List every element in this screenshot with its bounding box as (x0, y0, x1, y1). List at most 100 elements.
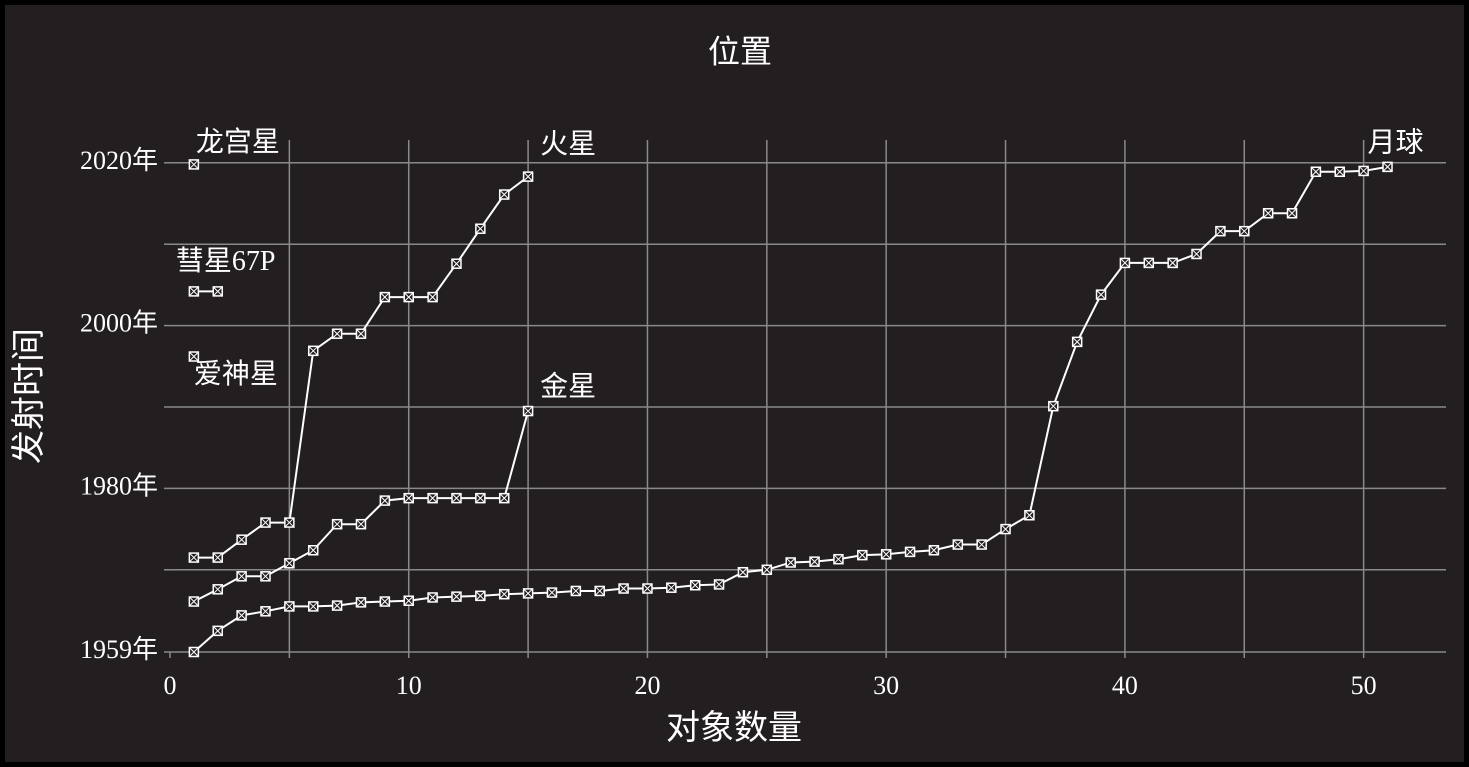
point (833, 553, 844, 565)
point (427, 592, 438, 603)
point-cross (284, 601, 295, 612)
point-cross (212, 552, 223, 563)
point-cross (499, 589, 510, 600)
point (689, 580, 701, 591)
x-tick-label: 10 (396, 671, 422, 700)
point (1048, 400, 1059, 412)
point (498, 588, 510, 600)
point-cross (189, 596, 199, 607)
point (713, 579, 725, 590)
point (498, 492, 510, 504)
point (904, 546, 916, 558)
series-label: 火星 (540, 129, 596, 160)
point (260, 571, 271, 582)
point-cross (833, 554, 844, 565)
point-cross (714, 579, 724, 590)
point-cross (809, 556, 820, 567)
point-cross (189, 159, 199, 170)
chart-title: 位置 (708, 33, 772, 69)
point-cross (427, 592, 438, 603)
series (188, 171, 534, 563)
point (451, 492, 462, 504)
point-cross (332, 519, 342, 530)
point-cross (1120, 258, 1130, 268)
point-cross (475, 590, 486, 601)
point (1095, 289, 1107, 300)
point (1000, 523, 1011, 535)
point (1191, 248, 1202, 260)
point (475, 590, 486, 602)
point (427, 492, 438, 504)
series-label: 爱神星 (194, 358, 278, 390)
series (188, 405, 534, 607)
point-cross (929, 545, 939, 556)
point (952, 539, 964, 550)
series (188, 286, 223, 297)
point (403, 492, 414, 504)
point (857, 549, 868, 561)
y-tick-label: 1959年 (80, 635, 158, 664)
series-label: 金星 (540, 370, 596, 402)
series (188, 351, 200, 362)
point (355, 597, 367, 608)
point (522, 405, 534, 417)
point (331, 328, 343, 339)
point (522, 171, 534, 182)
point-cross (1311, 166, 1321, 177)
point (331, 600, 343, 611)
point-cross (308, 601, 319, 612)
point-cross (189, 647, 199, 657)
point (260, 606, 271, 617)
point-cross (189, 286, 199, 297)
point-cross (1072, 337, 1083, 347)
point-cross (1000, 524, 1011, 534)
point-cross (189, 552, 199, 563)
y-tick-label: 2020年 (80, 146, 158, 175)
chart-background (5, 5, 1464, 762)
point (761, 564, 773, 576)
point-cross (356, 597, 366, 608)
point (212, 625, 223, 637)
point (212, 584, 223, 595)
point (737, 566, 749, 578)
point-cross (1143, 258, 1154, 268)
point-cross (1239, 226, 1250, 237)
point (522, 588, 534, 599)
point-cross (332, 600, 342, 611)
point (260, 517, 271, 528)
point (880, 549, 892, 560)
point-cross (308, 545, 319, 556)
point (284, 601, 295, 612)
point-cross (260, 571, 271, 582)
point-cross (857, 550, 868, 560)
point (379, 291, 391, 303)
series-label: 月球 (1368, 126, 1424, 158)
x-tick-label: 0 (164, 671, 177, 700)
point-cross (212, 286, 223, 297)
point-cross (380, 292, 390, 302)
point-cross (1358, 166, 1369, 176)
point-cross (1287, 208, 1297, 219)
point (379, 596, 391, 607)
point-cross (523, 171, 533, 182)
point (331, 518, 343, 530)
point-cross (284, 517, 295, 528)
point-cross (332, 328, 342, 339)
point (236, 610, 247, 621)
point (976, 539, 987, 550)
point-cross (1096, 289, 1106, 300)
point-cross (380, 495, 390, 506)
point-cross (761, 564, 772, 575)
point-cross (976, 539, 987, 550)
point (475, 492, 486, 504)
point (618, 583, 629, 594)
point (355, 328, 367, 339)
point (1382, 161, 1393, 173)
point-cross (1191, 249, 1202, 259)
point (188, 596, 200, 607)
point-cross (475, 493, 486, 504)
series-label: 彗星67P (176, 245, 276, 277)
point-cross (451, 493, 462, 504)
point-cross (570, 586, 581, 596)
